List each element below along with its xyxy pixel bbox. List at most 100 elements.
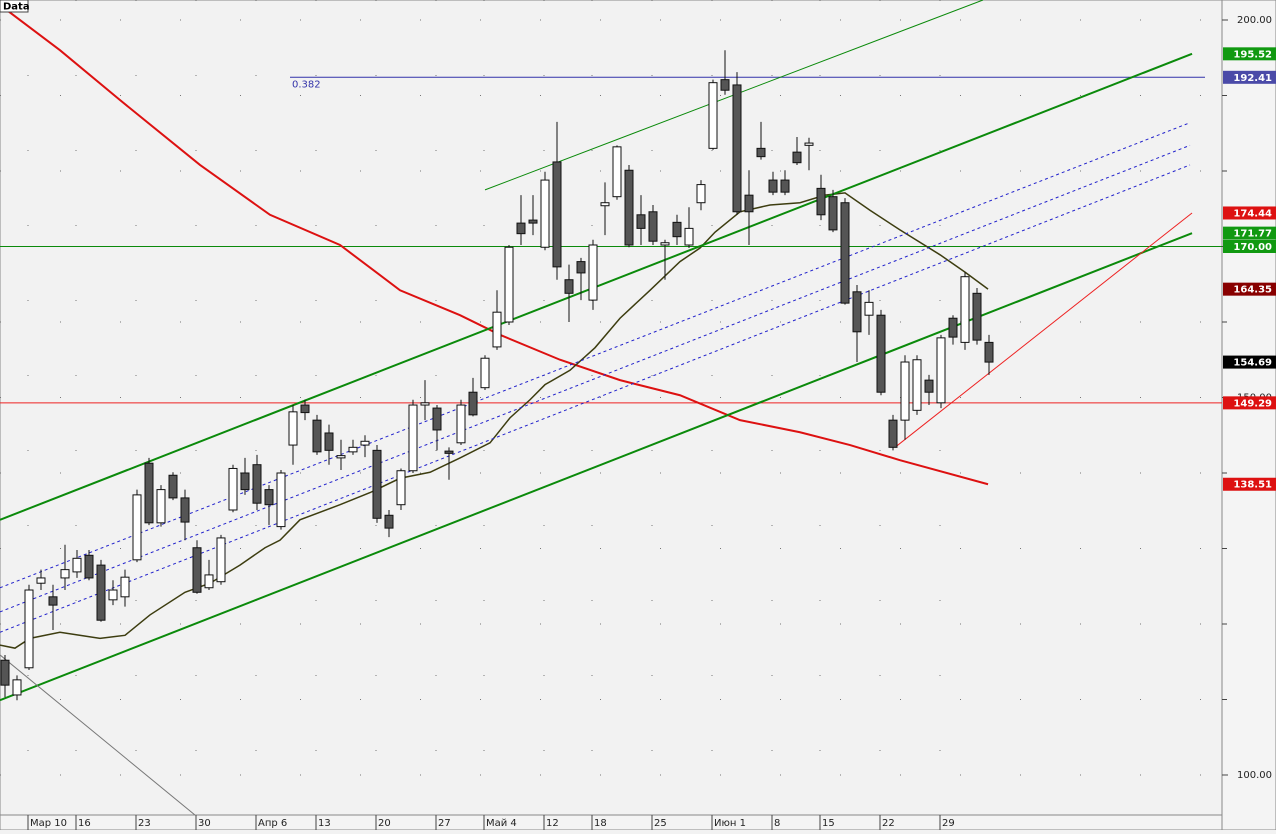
candle-body	[828, 196, 838, 231]
candle-body	[276, 472, 286, 528]
candle-body	[288, 411, 298, 446]
candle-body	[504, 246, 514, 323]
candle-body	[72, 557, 82, 573]
x-tick-label: 29	[942, 818, 955, 829]
candle-body	[168, 474, 178, 499]
price-marker-label: 174.44	[1233, 208, 1272, 219]
x-tick-label: Июн 1	[714, 818, 746, 829]
candle-body	[84, 554, 94, 579]
candle-body	[384, 514, 394, 529]
x-tick-label: Мар 10	[30, 818, 67, 829]
candle-body	[120, 576, 130, 598]
price-marker	[1223, 396, 1276, 410]
price-marker	[1223, 477, 1276, 491]
candle-body	[396, 470, 406, 506]
candle-body	[708, 82, 718, 149]
candle-body	[24, 589, 34, 669]
candle-body	[336, 455, 346, 459]
price-marker-label: 154.69	[1233, 358, 1272, 369]
candle-body	[912, 359, 922, 411]
candle-body	[216, 537, 226, 583]
candle-body	[804, 142, 814, 146]
price-marker	[1223, 206, 1276, 220]
candle-body	[864, 301, 874, 316]
x-tick-label: 15	[822, 818, 835, 829]
overlay-line	[0, 654, 196, 815]
candle-body	[612, 146, 622, 198]
candle-body	[744, 194, 754, 213]
candle-body	[492, 311, 502, 348]
candle-body	[468, 391, 478, 416]
price-marker-label: 138.51	[1233, 480, 1272, 491]
x-tick-label: 22	[882, 818, 895, 829]
candle-body	[372, 449, 382, 519]
candle-body	[792, 151, 802, 164]
candle-body	[576, 261, 586, 274]
candle-body	[480, 357, 490, 389]
price-marker-label: 164.35	[1233, 285, 1272, 296]
x-tick-label: 30	[198, 818, 211, 829]
candle-body	[300, 404, 310, 414]
candle-body	[600, 202, 610, 207]
candle-body	[960, 276, 970, 343]
x-tick-label: Апр 6	[258, 818, 287, 829]
candle-body	[360, 440, 370, 446]
candle-body	[684, 227, 694, 246]
candle-body	[732, 84, 742, 213]
candle-body	[96, 564, 106, 621]
x-tick-label: 23	[138, 818, 151, 829]
candle-body	[624, 169, 634, 246]
price-marker-label: 171.77	[1233, 229, 1272, 240]
overlay-line	[0, 122, 1191, 589]
candle-body	[48, 596, 58, 606]
y-tick-label: 200.00	[1237, 15, 1272, 26]
overlay-line	[894, 212, 1193, 448]
candle-body	[588, 244, 598, 301]
candle-body	[528, 219, 538, 224]
candle-body	[972, 292, 982, 341]
price-marker	[1223, 70, 1276, 84]
candle-body	[888, 419, 898, 448]
price-marker	[1223, 226, 1276, 240]
candle-body	[516, 222, 526, 235]
price-marker-label: 192.41	[1233, 73, 1272, 84]
candle-body	[948, 317, 958, 338]
level-label: 0.382	[292, 79, 321, 90]
candle-body	[324, 432, 334, 451]
candle-body	[312, 419, 322, 453]
x-tick-label: Май 4	[486, 818, 517, 829]
candles	[0, 50, 994, 701]
candle-body	[252, 464, 262, 504]
candle-body	[12, 679, 22, 696]
price-marker	[1223, 240, 1276, 254]
data-label: Data	[3, 2, 30, 13]
price-marker-label: 195.52	[1233, 49, 1272, 60]
candle-body	[660, 242, 670, 246]
candle-body	[432, 407, 442, 431]
candle-body	[924, 379, 934, 393]
candle-body	[780, 179, 790, 193]
x-tick-label: 13	[318, 818, 331, 829]
candle-body	[900, 361, 910, 421]
candle-body	[132, 494, 142, 561]
y-tick-label: 100.00	[1237, 770, 1272, 781]
candle-body	[36, 577, 46, 584]
candle-body	[984, 341, 994, 363]
candle-body	[936, 337, 946, 404]
price-marker	[1223, 282, 1276, 296]
price-marker	[1223, 355, 1276, 369]
candle-body	[816, 187, 826, 216]
candle-body	[456, 404, 466, 444]
candle-body	[852, 291, 862, 333]
candle-body	[264, 489, 274, 506]
x-tick-label: 16	[78, 818, 91, 829]
candle-body	[240, 472, 250, 491]
x-tick-label: 18	[594, 818, 607, 829]
candle-body	[156, 489, 166, 524]
candle-body	[636, 214, 646, 229]
price-marker-label: 170.00	[1233, 242, 1272, 253]
candle-body	[672, 221, 682, 238]
x-tick-label: 27	[438, 818, 451, 829]
